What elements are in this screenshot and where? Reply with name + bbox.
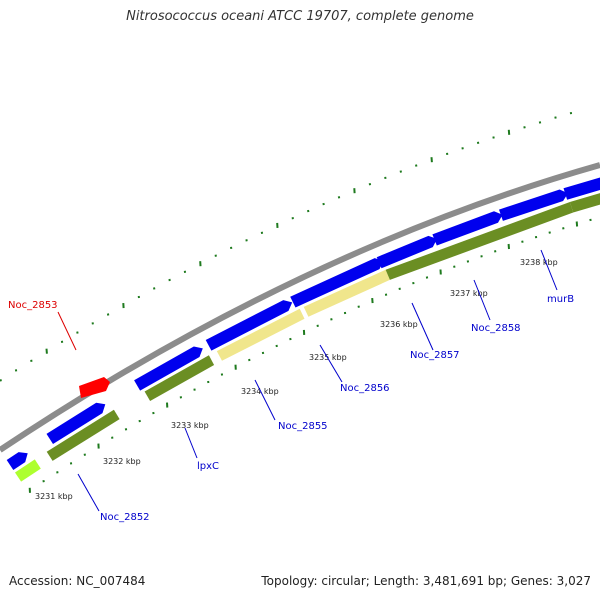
leader-noc-2856 [319, 344, 343, 383]
forward-cds-2[interactable] [134, 346, 203, 391]
reverse-strand [15, 191, 600, 482]
ruler-label-3233: 3233 kbp [171, 421, 209, 430]
map-title: Nitrosococcus oceani ATCC 19707, complet… [126, 9, 474, 24]
ruler-label-3231: 3231 kbp [35, 492, 73, 501]
gene-label-noc-2852[interactable]: Noc_2852 [100, 512, 150, 523]
ruler-label-3232: 3232 kbp [103, 457, 141, 466]
gene-noc-2853[interactable] [79, 377, 110, 398]
forward-cds-3[interactable] [205, 300, 293, 351]
reverse-cds-3[interactable] [216, 308, 305, 361]
inner-tick-track [28, 218, 592, 493]
reverse-cds-0[interactable] [15, 459, 41, 482]
gene-label-noc-2853[interactable]: Noc_2853 [8, 300, 58, 311]
reverse-cds-1[interactable] [46, 409, 120, 461]
leader-noc-2858 [473, 279, 491, 321]
forward-cds-6[interactable] [432, 211, 503, 246]
outer-tick-track [0, 111, 573, 382]
leader-lpxc [184, 427, 198, 459]
reverse-cds-5[interactable] [385, 202, 574, 280]
ruler-label-3236: 3236 kbp [380, 320, 418, 329]
reverse-cds-6[interactable] [569, 191, 600, 213]
gene-label-noc-2858[interactable]: Noc_2858 [471, 323, 521, 334]
forward-cds-5[interactable] [376, 235, 438, 269]
leader-murb [540, 249, 558, 291]
accession-text: Accession: NC_007484 [9, 574, 146, 588]
forward-cds-1[interactable] [46, 402, 106, 444]
ruler-label-3238: 3238 kbp [520, 258, 558, 267]
leader-noc-2857 [411, 302, 434, 351]
genome-summary-text: Topology: circular; Length: 3,481,691 bp… [261, 574, 591, 588]
ruler-label-3234: 3234 kbp [241, 387, 279, 396]
leader-lines [57, 249, 558, 512]
leader-noc-2855 [254, 379, 276, 421]
gene-label-noc-2855[interactable]: Noc_2855 [278, 421, 328, 432]
gene-label-murb[interactable]: murB [547, 294, 574, 305]
gene-label-lpxc[interactable]: lpxC [197, 461, 219, 472]
leader-noc-2852 [77, 473, 100, 512]
forward-cds-8[interactable] [563, 177, 600, 200]
leader-noc-2853 [57, 311, 77, 351]
reverse-cds-4[interactable] [303, 269, 390, 317]
ruler-label-3237: 3237 kbp [450, 289, 488, 298]
forward-strand [6, 177, 600, 470]
forward-cds-7[interactable] [499, 189, 568, 221]
reverse-cds-2[interactable] [144, 355, 215, 401]
forward-cds-0[interactable] [6, 452, 28, 470]
gene-label-noc-2857[interactable]: Noc_2857 [410, 350, 460, 361]
forward-cds-4[interactable] [290, 258, 384, 308]
gene-label-noc-2856[interactable]: Noc_2856 [340, 383, 390, 394]
